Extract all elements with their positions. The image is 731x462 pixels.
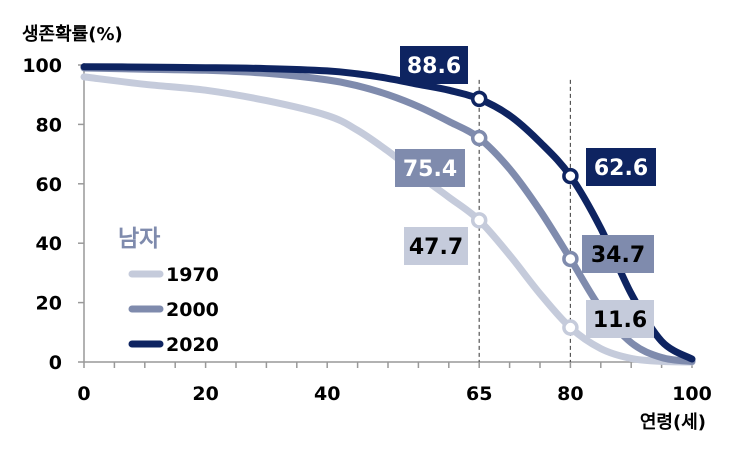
y-tick-label: 100 [22, 55, 62, 77]
data-label-box-1970-65 [404, 227, 468, 265]
legend: 남자 1970 2000 2020 [118, 226, 219, 356]
data-point-2000-80 [562, 250, 579, 268]
x-tick-label: 20 [192, 383, 218, 405]
x-tick-label: 40 [314, 383, 340, 405]
x-tick-label: 80 [557, 383, 583, 405]
data-point-2020-65 [470, 90, 488, 108]
data-point-2000-65 [470, 129, 488, 147]
data-label-1970-65: 47.7 [409, 235, 463, 260]
data-label-box-2020-80 [586, 148, 656, 186]
axes: 0 20 40 60 80 100 0 20 40 65 80 100 [22, 55, 712, 405]
data-point-2020-80 [562, 167, 579, 185]
series-line-1970 [80, 73, 696, 366]
data-label-2020-80: 62.6 [594, 156, 648, 181]
x-tick-label: 100 [672, 383, 712, 405]
y-tick-label: 20 [36, 293, 62, 315]
data-label-2000-80: 34.7 [591, 243, 645, 268]
data-label-2000-65: 75.4 [403, 157, 457, 182]
x-axis-label: 연령(세) [640, 412, 706, 433]
data-point-1970-80 [562, 319, 579, 336]
y-tick-label: 60 [36, 174, 62, 196]
data-label-2020-65: 88.6 [407, 54, 461, 79]
data-label-box-2000-80 [582, 235, 654, 273]
data-label-box-1970-80 [586, 300, 654, 338]
annotations: 47.7 75.4 88.6 11.6 34.7 62.6 [395, 46, 656, 338]
legend-label-2000: 2000 [166, 299, 219, 321]
data-point-1970-65 [470, 212, 488, 229]
x-tick-label: 65 [466, 383, 492, 405]
data-label-box-2000-65 [395, 149, 465, 187]
legend-label-2020: 2020 [166, 334, 219, 356]
data-label-box-2020-65 [400, 46, 468, 84]
y-tick-label: 40 [36, 233, 62, 255]
x-tick-label: 0 [77, 383, 90, 405]
legend-title: 남자 [118, 226, 160, 252]
legend-label-1970: 1970 [166, 264, 219, 286]
y-tick-label: 80 [36, 114, 62, 136]
y-axis-label: 생존확률(%) [22, 24, 123, 45]
data-label-1970-80: 11.6 [593, 308, 647, 333]
y-tick-label: 0 [49, 352, 62, 374]
